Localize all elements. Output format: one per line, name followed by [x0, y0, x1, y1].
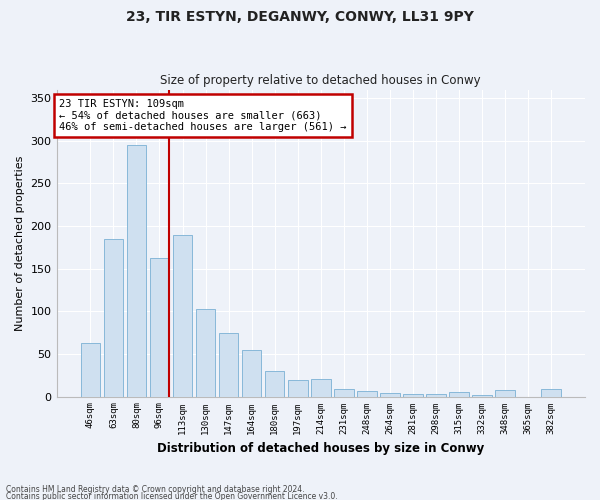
Text: 23 TIR ESTYN: 109sqm
← 54% of detached houses are smaller (663)
46% of semi-deta: 23 TIR ESTYN: 109sqm ← 54% of detached h…	[59, 99, 347, 132]
Bar	[196, 308, 215, 396]
Text: Contains public sector information licensed under the Open Government Licence v3: Contains public sector information licen…	[6, 492, 338, 500]
Bar	[149, 258, 169, 396]
Bar	[219, 332, 238, 396]
Text: 23, TIR ESTYN, DEGANWY, CONWY, LL31 9PY: 23, TIR ESTYN, DEGANWY, CONWY, LL31 9PY	[126, 10, 474, 24]
Bar	[288, 380, 308, 396]
Bar	[265, 371, 284, 396]
Bar	[80, 343, 100, 396]
Text: Contains HM Land Registry data © Crown copyright and database right 2024.: Contains HM Land Registry data © Crown c…	[6, 486, 305, 494]
Bar	[127, 145, 146, 397]
Bar	[541, 389, 561, 396]
Bar	[242, 350, 262, 397]
Bar	[496, 390, 515, 396]
Y-axis label: Number of detached properties: Number of detached properties	[15, 156, 25, 330]
Bar	[334, 389, 353, 396]
Bar	[380, 393, 400, 396]
Bar	[472, 395, 492, 396]
Bar	[357, 392, 377, 396]
Bar	[403, 394, 423, 396]
Bar	[311, 378, 331, 396]
Title: Size of property relative to detached houses in Conwy: Size of property relative to detached ho…	[160, 74, 481, 87]
Bar	[173, 234, 193, 396]
Bar	[449, 392, 469, 396]
X-axis label: Distribution of detached houses by size in Conwy: Distribution of detached houses by size …	[157, 442, 484, 455]
Bar	[104, 239, 123, 396]
Bar	[426, 394, 446, 396]
